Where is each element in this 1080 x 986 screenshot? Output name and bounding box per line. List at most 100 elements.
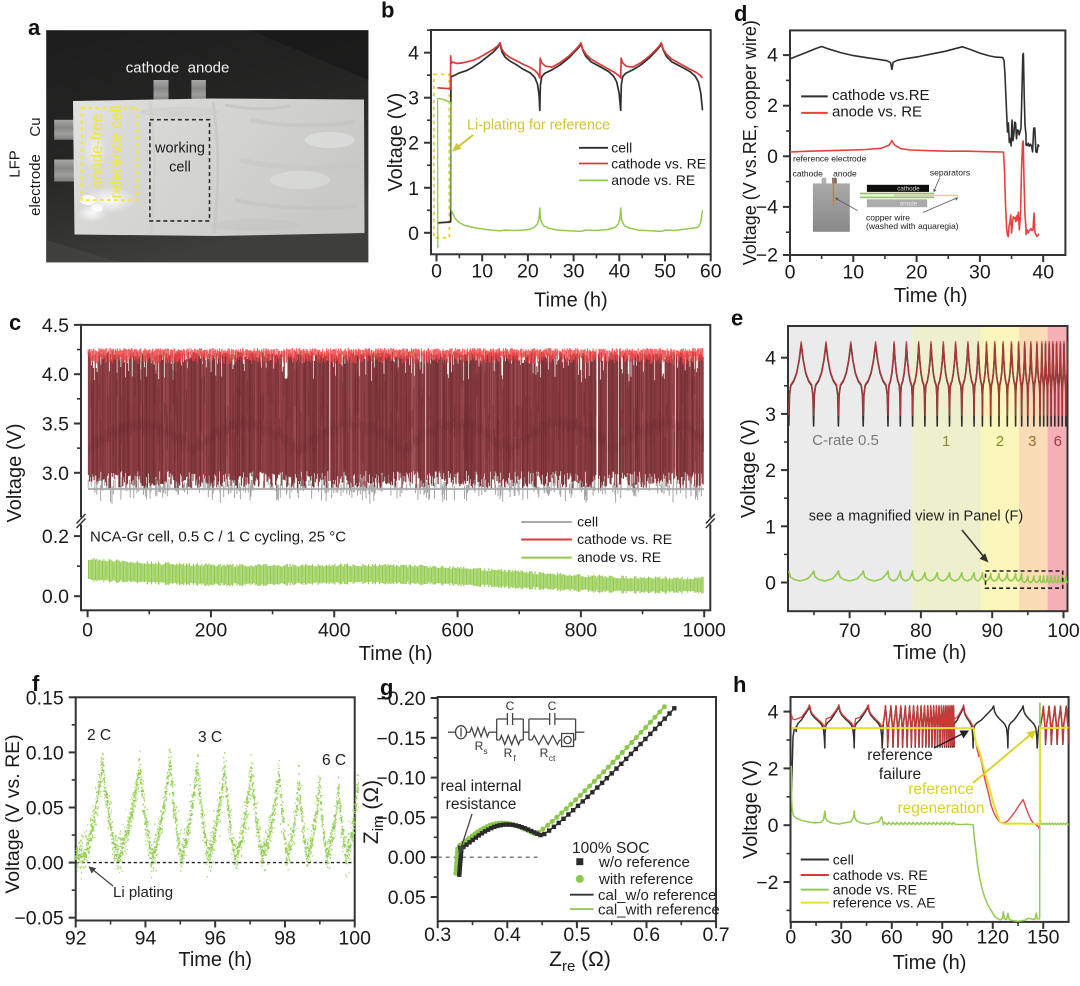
svg-text:Time (h): Time (h) [894,285,968,307]
svg-text:50: 50 [654,261,676,283]
svg-text:Voltage (V): Voltage (V) [4,424,26,523]
svg-text:0: 0 [408,223,419,245]
svg-text:reference cell: reference cell [108,105,125,198]
svg-text:3 C: 3 C [198,729,222,746]
svg-text:100: 100 [338,928,371,950]
svg-text:3: 3 [408,88,419,110]
svg-text:3: 3 [765,404,776,426]
svg-text:anode: anode [833,168,857,178]
svg-text:94: 94 [135,928,157,950]
svg-text:120: 120 [976,927,1009,949]
svg-text:−2: −2 [756,245,778,267]
svg-text:1000: 1000 [683,620,727,642]
svg-text:anode: anode [188,60,230,77]
svg-text:Zim (Ω): Zim (Ω) [360,780,387,844]
svg-text:Time (h): Time (h) [178,949,252,971]
svg-text:cathode: cathode [793,168,824,178]
svg-text:anode vs. RE: anode vs. RE [577,549,661,565]
svg-text:failure: failure [879,766,921,783]
svg-text:98: 98 [274,928,296,950]
svg-text:(washed with aquaregia): (washed with aquaregia) [866,221,959,231]
svg-text:20: 20 [517,261,539,283]
svg-text:f: f [32,671,40,696]
svg-text:0.15: 0.15 [26,687,64,709]
svg-text:−0.05: −0.05 [376,807,425,829]
svg-text:copper wire: copper wire [866,212,910,222]
svg-text:see a magnified view in Panel: see a magnified view in Panel (F) [809,509,1023,525]
svg-text:2: 2 [765,460,776,482]
svg-text:−0.10: −0.10 [376,768,425,790]
svg-text:4: 4 [765,348,776,370]
svg-text:cathode vs.RE: cathode vs.RE [832,87,930,104]
svg-text:separators: separators [930,168,970,178]
svg-text:ct: ct [549,753,556,763]
svg-text:4: 4 [767,45,778,67]
svg-text:R: R [504,746,513,760]
svg-text:reference electrode: reference electrode [793,153,867,163]
svg-text:0.00: 0.00 [388,847,426,869]
svg-text:cathode vs. RE: cathode vs. RE [611,155,706,171]
svg-text:cal_with reference: cal_with reference [598,902,720,919]
svg-text:−0.15: −0.15 [376,728,425,750]
svg-text:e: e [731,306,743,331]
svg-text:−2: −2 [756,872,778,894]
svg-text:cathode vs. RE: cathode vs. RE [577,531,672,547]
svg-text:10: 10 [471,261,493,283]
svg-text:0.7: 0.7 [703,924,730,946]
svg-text:Time (h): Time (h) [359,643,433,665]
svg-text:with reference: with reference [598,871,693,888]
svg-text:2: 2 [767,95,778,117]
svg-text:20: 20 [906,262,928,284]
svg-text:Voltage (V): Voltage (V) [738,419,760,518]
svg-text:4: 4 [768,702,779,724]
svg-text:resistance: resistance [446,796,517,813]
svg-text:1: 1 [408,178,419,200]
svg-text:d: d [734,1,747,26]
svg-text:Voltage (V): Voltage (V) [740,760,762,859]
svg-text:40: 40 [1032,262,1054,284]
svg-text:80: 80 [910,620,932,642]
svg-text:cathode: cathode [126,60,179,77]
svg-text:30: 30 [563,261,585,283]
svg-text:Time (h): Time (h) [534,290,608,312]
svg-text:30: 30 [969,262,991,284]
svg-text:0: 0 [785,927,796,949]
svg-text:anode vs. RE: anode vs. RE [832,103,922,120]
svg-text:g: g [380,675,393,700]
svg-text:3: 3 [1028,433,1036,450]
svg-text:0: 0 [431,261,442,283]
svg-text:w/o reference: w/o reference [598,854,690,871]
svg-text:0.2: 0.2 [42,526,69,548]
svg-text:c: c [9,310,21,335]
svg-text:0.3: 0.3 [424,924,451,946]
svg-text:600: 600 [441,620,474,642]
svg-text:0: 0 [765,573,776,595]
svg-text:h: h [733,672,746,697]
svg-text:0: 0 [767,146,778,168]
svg-text:reference vs. AE: reference vs. AE [833,894,936,910]
svg-text:96: 96 [204,928,226,950]
svg-text:anode-free: anode-free [89,114,106,189]
svg-text:0.10: 0.10 [26,742,64,764]
svg-text:70: 70 [839,620,861,642]
svg-text:400: 400 [318,620,351,642]
svg-text:real internal: real internal [441,778,522,795]
svg-text:30: 30 [830,927,852,949]
svg-text:f: f [513,753,516,763]
svg-text:0: 0 [785,262,796,284]
svg-text:4.0: 4.0 [42,364,69,386]
svg-text:2: 2 [408,133,419,155]
svg-text:−0.20: −0.20 [376,688,425,710]
svg-text:C-rate 0.5: C-rate 0.5 [812,432,879,449]
svg-text:6 C: 6 C [322,752,346,769]
svg-text:cell: cell [611,140,632,156]
svg-text:4.5: 4.5 [42,315,69,337]
svg-text:60: 60 [881,927,903,949]
svg-text:3.5: 3.5 [42,414,69,436]
svg-text:0.5: 0.5 [563,924,590,946]
svg-text:cathode vs. RE: cathode vs. RE [833,867,928,883]
svg-text:s: s [483,746,487,756]
svg-text:2: 2 [996,433,1004,450]
svg-text:Li plating: Li plating [113,884,173,901]
svg-text:0.6: 0.6 [633,924,660,946]
